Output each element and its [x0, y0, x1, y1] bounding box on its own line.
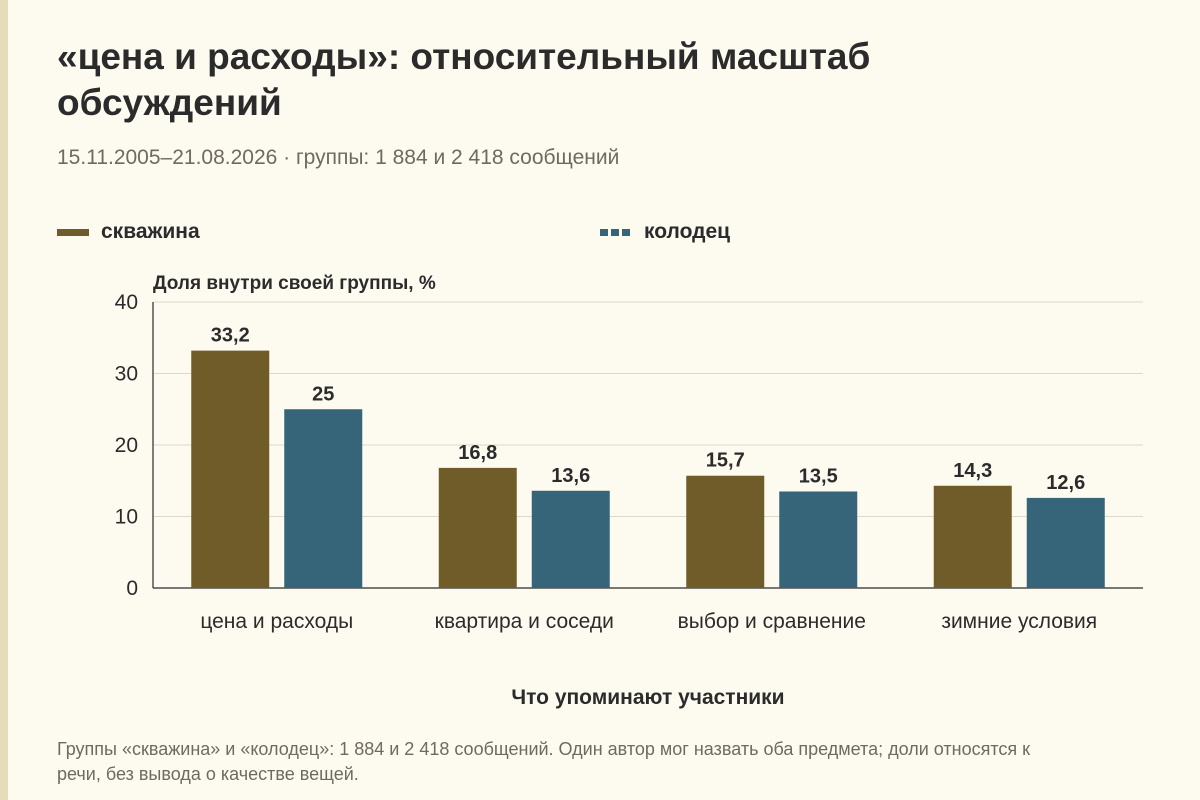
bar-value-label: 25: [312, 383, 334, 405]
legend-label-kolodec: колодец: [644, 220, 731, 243]
y-tick-label: 30: [115, 363, 138, 386]
chart-title: «цена и расходы»: относительный масштаб …: [57, 36, 871, 123]
legend-item-skvazhina: скважина: [57, 220, 200, 244]
y-tick-label: 40: [115, 291, 138, 314]
bar-value-label: 12,6: [1046, 472, 1085, 494]
y-tick-label: 10: [115, 506, 138, 529]
bar-value-label: 13,6: [551, 465, 590, 487]
bar-skvazhina: [933, 485, 1012, 588]
bar-kolodec: [284, 409, 363, 588]
legend-label-skvazhina: скважина: [101, 220, 200, 243]
x-tick-label: выбор и сравнение: [678, 610, 866, 633]
x-axis-label: Что упоминают участники: [511, 686, 785, 709]
x-tick-label: зимние условия: [941, 610, 1097, 633]
x-tick-label: цена и расходы: [200, 610, 353, 633]
bar-value-label: 16,8: [458, 442, 497, 464]
bar-skvazhina: [191, 350, 270, 588]
y-tick-label: 20: [115, 434, 138, 457]
bar-kolodec: [531, 490, 610, 588]
chart-subtitle: 15.11.2005–21.08.2026 · группы: 1 884 и …: [57, 146, 620, 169]
x-tick-label: квартира и соседи: [435, 610, 614, 633]
bar-value-label: 33,2: [211, 325, 250, 347]
bar-skvazhina: [438, 467, 517, 588]
bar-kolodec: [1026, 497, 1105, 588]
bar-value-label: 15,7: [706, 450, 745, 472]
legend-swatch-kolodec: [600, 228, 632, 236]
legend-item-kolodec: колодец: [600, 220, 730, 244]
legend-swatch-skvazhina: [57, 228, 89, 236]
footnote: Группы «скважина» и «колодец»: 1 884 и 2…: [57, 739, 1030, 784]
bar-value-label: 13,5: [799, 465, 838, 487]
y-axis-label: Доля внутри своей группы, %: [153, 273, 436, 294]
bar-value-label: 14,3: [953, 460, 992, 482]
bar-kolodec: [779, 491, 858, 588]
y-tick-label: 0: [126, 577, 138, 600]
bar-skvazhina: [686, 475, 765, 588]
left-accent-rule: [0, 0, 8, 800]
